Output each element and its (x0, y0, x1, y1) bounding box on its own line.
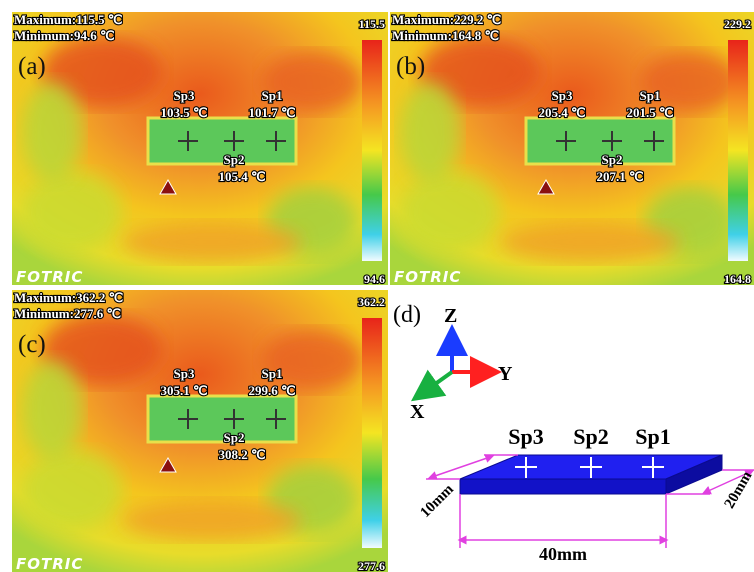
thermal-blob (22, 360, 82, 460)
spot-name: Sp1 (262, 366, 283, 381)
scale-max: 229.2 (724, 17, 751, 31)
minimum: Minimum:164.8 ℃ (392, 28, 499, 43)
spot-temp: 308.2 ℃ (218, 447, 265, 462)
x-arrow (424, 372, 452, 392)
thermal-blob (122, 222, 302, 262)
spot-temp: 105.4 ℃ (218, 169, 265, 184)
thermal-blob (22, 172, 122, 252)
panel-label: (d) (393, 302, 421, 328)
thermal-blob (22, 450, 122, 530)
scale-max: 362.2 (358, 295, 385, 309)
thermal-blob (22, 82, 82, 182)
minimum: Minimum:94.6 ℃ (14, 28, 115, 43)
thermal-blob (500, 222, 680, 262)
spot-temp: 207.1 ℃ (596, 169, 643, 184)
spot-temp: 201.5 ℃ (626, 105, 673, 120)
colorbar (728, 40, 748, 261)
colorbar (362, 40, 382, 261)
spot-name: Sp1 (640, 88, 661, 103)
spot-name: Sp2 (224, 152, 245, 167)
spot-name: Sp3 (508, 424, 543, 449)
thermal-blob (262, 52, 362, 112)
spot-name: Sp2 (602, 152, 623, 167)
brand: FOTRIC (16, 555, 83, 572)
spot-name: Sp2 (224, 430, 245, 445)
plate-front (460, 479, 666, 494)
spot-name: Sp1 (262, 88, 283, 103)
maximum: Maximum:362.2 ℃ (14, 290, 123, 305)
spot-temp: 299.6 ℃ (248, 383, 295, 398)
spot-name: Sp1 (635, 424, 670, 449)
maximum: Maximum:229.2 ℃ (392, 12, 501, 27)
spot-temp: 305.1 ℃ (160, 383, 207, 398)
spot-name: Sp3 (174, 366, 195, 381)
brand: FOTRIC (394, 268, 461, 286)
panel-label: (c) (18, 331, 46, 358)
spot-name: Sp3 (552, 88, 573, 103)
length-label: 40mm (539, 544, 587, 564)
panel-label: (a) (18, 53, 46, 80)
spot-temp: 101.7 ℃ (248, 105, 295, 120)
spot-temp: 205.4 ℃ (538, 105, 585, 120)
width-label: 10mm (417, 481, 457, 521)
spot-name: Sp2 (573, 424, 608, 449)
brand: FOTRIC (16, 268, 83, 286)
scale-min: 164.8 (724, 272, 751, 286)
minimum: Minimum:277.6 ℃ (14, 306, 121, 321)
spot-temp: 103.5 ℃ (160, 105, 207, 120)
depth-label: 20mm (722, 468, 754, 511)
spot-name: Sp3 (174, 88, 195, 103)
thermal-blob (262, 330, 362, 390)
thermal-blob (400, 172, 500, 252)
scale-min: 277.6 (358, 559, 385, 572)
x-label: X (410, 401, 425, 423)
schematic: (d) Z Y X Sp3 Sp2 Sp1 10mm 20mm 40mm (393, 302, 754, 564)
z-label: Z (444, 305, 457, 327)
y-label: Y (498, 363, 513, 385)
scale-min: 94.6 (364, 272, 385, 286)
thermal-blob (400, 82, 460, 182)
thermal-blob (640, 52, 740, 112)
figure: 115.5 94.6 Maximum:115.5 ℃Minimum:94.6 ℃ (a… (0, 0, 754, 572)
panel-label: (b) (396, 53, 425, 80)
maximum: Maximum:115.5 ℃ (14, 12, 122, 27)
thermal-blob (122, 500, 302, 540)
scale-max: 115.5 (359, 17, 385, 31)
colorbar (362, 318, 382, 548)
